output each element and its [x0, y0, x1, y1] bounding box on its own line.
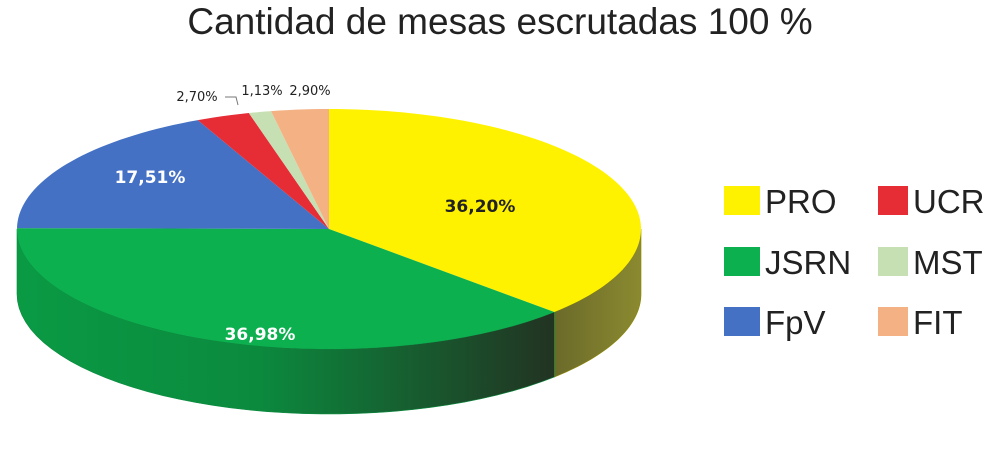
legend-label-jsrn: JSRN [765, 244, 851, 281]
data-label-ucr: 2,70% [176, 90, 217, 105]
data-label-jsrn: 36,98% [225, 325, 296, 345]
data-label-mst: 1,13% [241, 84, 282, 99]
pie-top-layer [17, 109, 641, 349]
legend: PRO UCR JSRN MST FpV FIT [724, 183, 985, 341]
data-label-fit: 2,90% [289, 84, 330, 99]
legend-swatch-jsrn [724, 247, 760, 276]
chart-title: Cantidad de mesas escrutadas 100 % [187, 1, 813, 42]
legend-swatch-fpv [724, 307, 760, 336]
legend-swatch-pro [724, 186, 760, 215]
pie-slice-ucr [197, 113, 329, 229]
pie-slice-mst [248, 111, 329, 229]
legend-swatch-mst [878, 247, 908, 276]
legend-swatch-fit [878, 307, 908, 336]
pie-label-layer: 36,20% 36,98% 17,51% 2,70% 1,13% 2,90% [115, 84, 516, 345]
pie-slice-fit [270, 109, 329, 229]
pie-slice-jsrn [17, 228, 555, 349]
pie-slice-pro [329, 109, 641, 313]
legend-label-fit: FIT [913, 304, 962, 341]
pie-slice-fpv [17, 120, 329, 229]
data-label-fpv: 17,51% [115, 168, 186, 188]
legend-label-fpv: FpV [765, 304, 826, 341]
legend-label-pro: PRO [765, 183, 837, 220]
label-leader-line [225, 96, 239, 106]
legend-label-mst: MST [913, 244, 983, 281]
data-label-pro: 36,20% [445, 197, 516, 217]
legend-label-ucr: UCR [913, 183, 985, 220]
legend-swatch-ucr [878, 186, 908, 215]
